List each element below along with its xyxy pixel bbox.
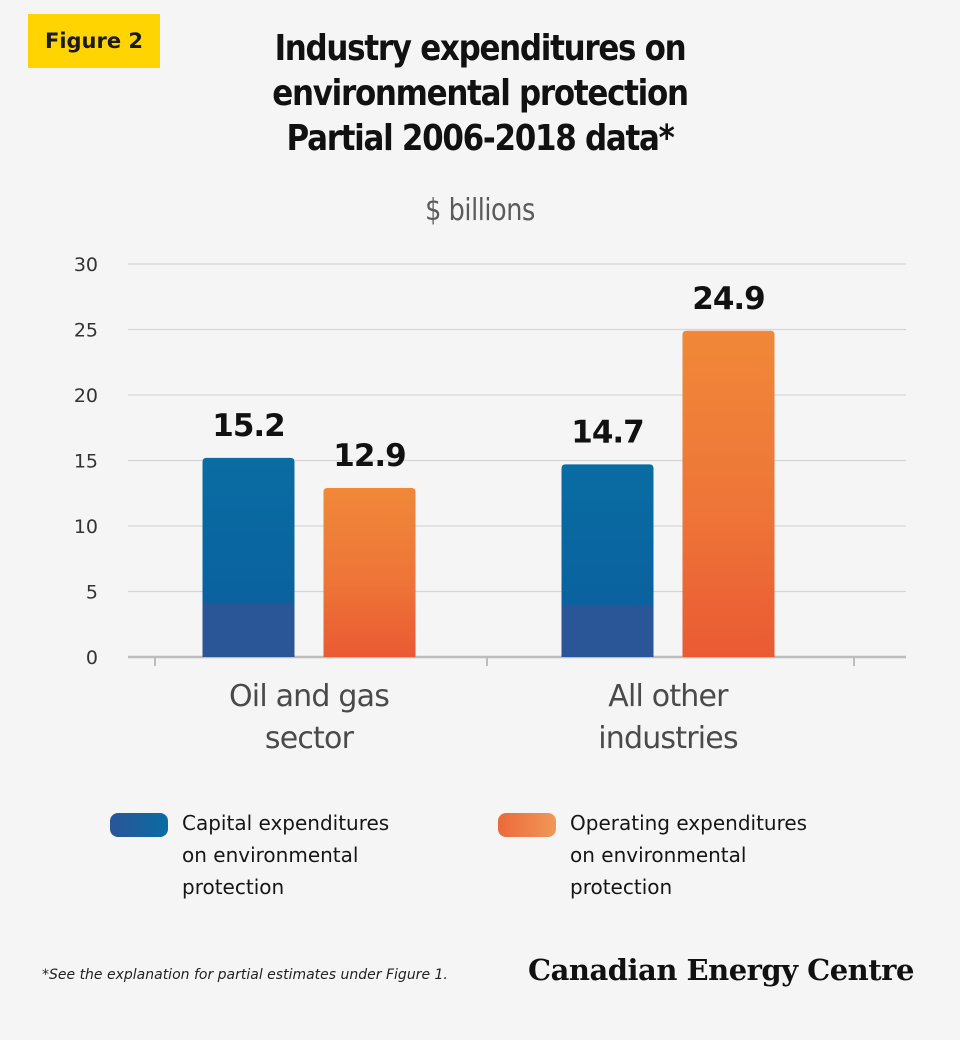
- y-tick-label: 5: [86, 582, 98, 604]
- bar-operating: [323, 488, 416, 657]
- legend-text-capital: Capital expenditures on environmental pr…: [182, 807, 422, 903]
- y-tick-label: 30: [74, 254, 98, 276]
- chart-title: Industry expenditures on environmental p…: [205, 26, 755, 161]
- legend-line: protection: [182, 875, 285, 899]
- y-tick-label: 10: [74, 516, 98, 538]
- bar-chart: 0 5 10 15 20 25 30 15.2 14.7 12.9 24.9 Oil and gas…: [74, 254, 906, 756]
- y-tick-label: 15: [74, 451, 98, 473]
- y-tick-label: 0: [86, 647, 98, 669]
- legend-swatch-capital: [110, 813, 168, 837]
- axis-layer: 0 5 10 15 20 25 30: [74, 254, 906, 669]
- category-label: All other: [608, 679, 729, 714]
- data-label: 15.2: [212, 408, 285, 444]
- title-line: environmental protection: [272, 73, 689, 114]
- data-label: 14.7: [571, 414, 644, 450]
- category-label: Oil and gas: [229, 679, 389, 714]
- category-label: industries: [598, 721, 738, 756]
- footnote: *See the explanation for partial estimat…: [42, 967, 448, 983]
- legend-line: Capital expenditures: [182, 811, 390, 835]
- legend-line: Operating expenditures: [570, 811, 808, 835]
- bar-capital: [561, 464, 654, 657]
- figure-badge: Figure 2: [28, 14, 160, 68]
- data-label: 24.9: [692, 281, 765, 317]
- label-layer: 15.2 14.7 12.9 24.9 Oil and gas sector All oth…: [212, 281, 766, 756]
- legend-capital: Capital expenditures on environmental pr…: [110, 807, 422, 903]
- legend-line: on environmental: [570, 843, 747, 867]
- bar-capital: [202, 457, 295, 657]
- title-line: Partial 2006-2018 data*: [286, 118, 675, 159]
- data-label: 12.9: [333, 438, 406, 474]
- legend-line: protection: [570, 875, 673, 899]
- y-tick-label: 25: [74, 320, 98, 342]
- chart-units-subtitle: $ billions: [425, 193, 535, 228]
- legend-text-operating: Operating expenditures on environmental …: [570, 807, 810, 903]
- canadian-energy-centre-logo: Canadian Energy Centre: [528, 953, 914, 987]
- category-label: sector: [265, 721, 355, 756]
- legend-line: on environmental: [182, 843, 359, 867]
- legend-swatch-operating: [498, 813, 556, 837]
- y-tick-label: 20: [74, 385, 98, 407]
- legend-operating: Operating expenditures on environmental …: [498, 807, 810, 903]
- bar-operating: [682, 330, 775, 657]
- bar-layer: [202, 330, 775, 657]
- title-line: Industry expenditures on: [274, 28, 687, 69]
